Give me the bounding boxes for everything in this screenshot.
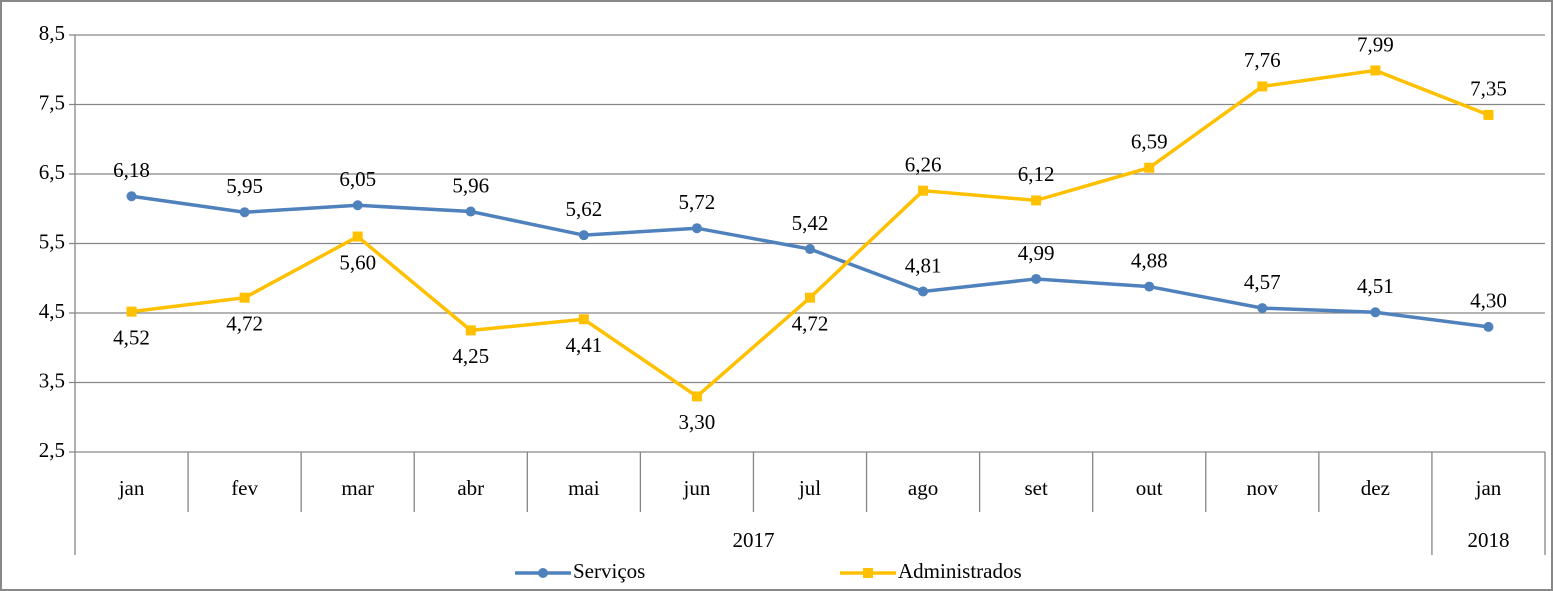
marker — [805, 292, 815, 303]
x-tick-label: ago — [908, 476, 938, 500]
value-label: 6,59 — [1131, 130, 1168, 154]
y-tick-label: 3,5 — [39, 368, 65, 392]
marker — [126, 191, 137, 202]
marker — [918, 286, 929, 297]
marker — [1370, 307, 1381, 318]
x-tick-label: dez — [1361, 476, 1390, 500]
y-tick-label: 2,5 — [39, 438, 65, 462]
value-label: 4,25 — [452, 344, 489, 368]
value-label: 4,41 — [565, 333, 602, 357]
y-tick-label: 6,5 — [39, 160, 65, 184]
value-label: 5,42 — [792, 211, 829, 235]
marker — [578, 314, 589, 325]
legend-marker — [538, 568, 548, 578]
x-tick-label: fev — [231, 476, 258, 500]
value-label: 4,99 — [1018, 241, 1055, 265]
x-group-label: 2018 — [1467, 528, 1509, 552]
value-label: 6,18 — [113, 158, 150, 182]
marker — [1144, 281, 1155, 292]
value-label: 4,81 — [905, 253, 942, 277]
value-label: 4,30 — [1470, 289, 1507, 313]
y-tick-label: 7,5 — [39, 90, 65, 114]
value-label: 4,88 — [1131, 248, 1168, 272]
marker — [691, 391, 702, 402]
legend-marker — [863, 568, 873, 578]
y-tick-label: 4,5 — [39, 299, 65, 323]
value-label: 3,30 — [679, 410, 716, 434]
x-tick-label: jul — [798, 476, 821, 500]
x-tick-label: jan — [1475, 476, 1502, 500]
marker — [239, 207, 250, 218]
value-label: 7,76 — [1244, 48, 1281, 72]
x-tick-label: abr — [457, 476, 484, 500]
value-label: 6,26 — [905, 152, 942, 176]
value-label: 4,72 — [226, 312, 263, 336]
marker — [239, 292, 250, 303]
value-label: 5,60 — [339, 250, 376, 274]
value-label: 4,51 — [1357, 274, 1394, 298]
marker — [1031, 273, 1042, 284]
x-tick-label: set — [1024, 476, 1047, 500]
x-group-label: 2017 — [732, 528, 774, 552]
x-tick-label: nov — [1247, 476, 1279, 500]
marker — [1483, 321, 1494, 332]
value-label: 6,05 — [339, 167, 376, 191]
value-label: 5,72 — [679, 190, 716, 214]
legend-label: Administrados — [898, 559, 1022, 583]
marker — [352, 231, 363, 242]
marker — [578, 230, 589, 241]
marker — [1257, 303, 1268, 314]
x-tick-label: mar — [341, 476, 374, 500]
marker — [691, 223, 702, 234]
x-tick-label: jan — [118, 476, 145, 500]
value-label: 4,52 — [113, 325, 150, 349]
value-label: 5,62 — [565, 197, 602, 221]
value-label: 5,96 — [452, 173, 489, 197]
x-tick-label: out — [1136, 476, 1163, 500]
value-label: 7,35 — [1470, 77, 1507, 101]
x-tick-label: jun — [683, 476, 711, 500]
x-tick-label: mai — [568, 476, 600, 500]
marker — [1370, 65, 1381, 76]
marker — [918, 185, 929, 196]
value-label: 5,95 — [226, 174, 263, 198]
marker — [1483, 109, 1494, 120]
marker — [1031, 195, 1042, 206]
marker — [126, 306, 137, 317]
marker — [465, 206, 476, 217]
value-label: 4,57 — [1244, 270, 1281, 294]
marker — [1257, 81, 1268, 92]
value-label: 4,72 — [792, 312, 829, 336]
marker — [465, 325, 476, 336]
marker — [805, 244, 815, 255]
value-label: 7,99 — [1357, 32, 1394, 56]
value-label: 6,12 — [1018, 162, 1055, 186]
legend-label: Serviços — [573, 559, 645, 583]
marker — [352, 200, 363, 211]
y-tick-label: 5,5 — [39, 229, 65, 253]
marker — [1144, 162, 1155, 173]
y-tick-label: 8,5 — [39, 21, 65, 45]
